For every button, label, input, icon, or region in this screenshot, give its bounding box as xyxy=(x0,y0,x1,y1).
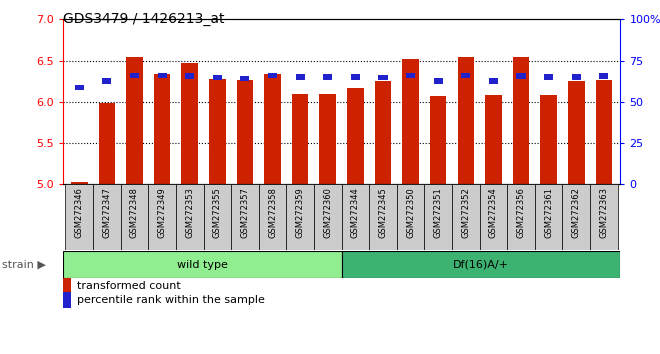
Text: GSM272344: GSM272344 xyxy=(351,187,360,238)
Bar xyxy=(430,96,446,184)
Bar xyxy=(93,184,121,250)
Text: GSM272350: GSM272350 xyxy=(406,187,415,238)
Bar xyxy=(259,184,286,250)
Bar xyxy=(231,184,259,250)
Bar xyxy=(296,74,305,80)
Text: GSM272346: GSM272346 xyxy=(75,187,84,238)
Bar xyxy=(264,74,280,184)
Bar xyxy=(314,184,342,250)
Bar xyxy=(158,73,166,78)
Bar xyxy=(240,76,249,81)
Text: GSM272353: GSM272353 xyxy=(185,187,194,238)
Bar xyxy=(176,184,203,250)
Bar xyxy=(268,73,277,78)
Bar xyxy=(424,184,452,250)
Bar xyxy=(286,184,314,250)
Text: GSM272345: GSM272345 xyxy=(378,187,387,238)
Bar xyxy=(237,80,253,184)
Bar xyxy=(461,73,471,78)
Bar xyxy=(351,74,360,80)
Bar xyxy=(71,182,88,184)
Text: GSM272347: GSM272347 xyxy=(102,187,112,238)
Bar xyxy=(403,59,419,184)
Bar xyxy=(513,57,529,184)
Text: transformed count: transformed count xyxy=(77,281,180,291)
Bar xyxy=(182,63,198,184)
Bar xyxy=(452,184,480,250)
Bar xyxy=(572,74,581,80)
Text: GSM272355: GSM272355 xyxy=(213,187,222,238)
Bar xyxy=(209,79,226,184)
Bar xyxy=(154,74,170,184)
Text: GSM272348: GSM272348 xyxy=(130,187,139,238)
Bar xyxy=(213,75,222,80)
Text: GSM272362: GSM272362 xyxy=(572,187,581,238)
Text: GSM272359: GSM272359 xyxy=(296,187,305,238)
Bar xyxy=(203,184,231,250)
Bar xyxy=(480,184,507,250)
Bar xyxy=(489,78,498,84)
Bar xyxy=(375,81,391,184)
Bar xyxy=(342,251,620,278)
Bar xyxy=(148,184,176,250)
Text: GSM272363: GSM272363 xyxy=(599,187,609,238)
Bar xyxy=(126,57,143,184)
Bar xyxy=(434,78,443,84)
Bar xyxy=(347,88,364,184)
Bar xyxy=(544,74,553,80)
Bar xyxy=(397,184,424,250)
Bar xyxy=(535,184,562,250)
Bar xyxy=(369,184,397,250)
Text: GDS3479 / 1426213_at: GDS3479 / 1426213_at xyxy=(63,12,224,27)
Text: strain ▶: strain ▶ xyxy=(2,259,46,270)
Text: percentile rank within the sample: percentile rank within the sample xyxy=(77,295,265,305)
Text: Df(16)A/+: Df(16)A/+ xyxy=(453,259,509,270)
Text: GSM272360: GSM272360 xyxy=(323,187,332,238)
Text: wild type: wild type xyxy=(177,259,228,270)
Bar xyxy=(323,74,332,80)
Bar xyxy=(568,81,585,184)
Bar xyxy=(130,73,139,78)
Bar xyxy=(406,73,415,78)
Bar xyxy=(378,75,387,80)
Bar xyxy=(457,57,474,184)
Bar xyxy=(562,184,590,250)
Bar xyxy=(98,103,115,184)
Bar xyxy=(599,73,609,79)
Bar xyxy=(75,85,84,90)
Bar xyxy=(319,93,336,184)
Text: GSM272356: GSM272356 xyxy=(517,187,525,238)
Bar xyxy=(517,73,525,79)
Text: GSM272354: GSM272354 xyxy=(489,187,498,238)
Bar xyxy=(63,251,342,278)
Text: GSM272351: GSM272351 xyxy=(434,187,443,238)
Bar xyxy=(185,73,194,79)
Bar xyxy=(102,78,112,84)
Bar xyxy=(65,184,93,250)
Bar xyxy=(595,80,612,184)
Text: GSM272358: GSM272358 xyxy=(268,187,277,238)
Bar xyxy=(507,184,535,250)
Text: GSM272349: GSM272349 xyxy=(158,187,166,238)
Bar xyxy=(121,184,148,250)
Bar xyxy=(342,184,369,250)
Bar xyxy=(292,93,308,184)
Bar xyxy=(541,95,557,184)
Text: GSM272361: GSM272361 xyxy=(544,187,553,238)
Bar xyxy=(590,184,618,250)
Text: GSM272352: GSM272352 xyxy=(461,187,471,238)
Bar xyxy=(485,95,502,184)
Text: GSM272357: GSM272357 xyxy=(240,187,249,238)
